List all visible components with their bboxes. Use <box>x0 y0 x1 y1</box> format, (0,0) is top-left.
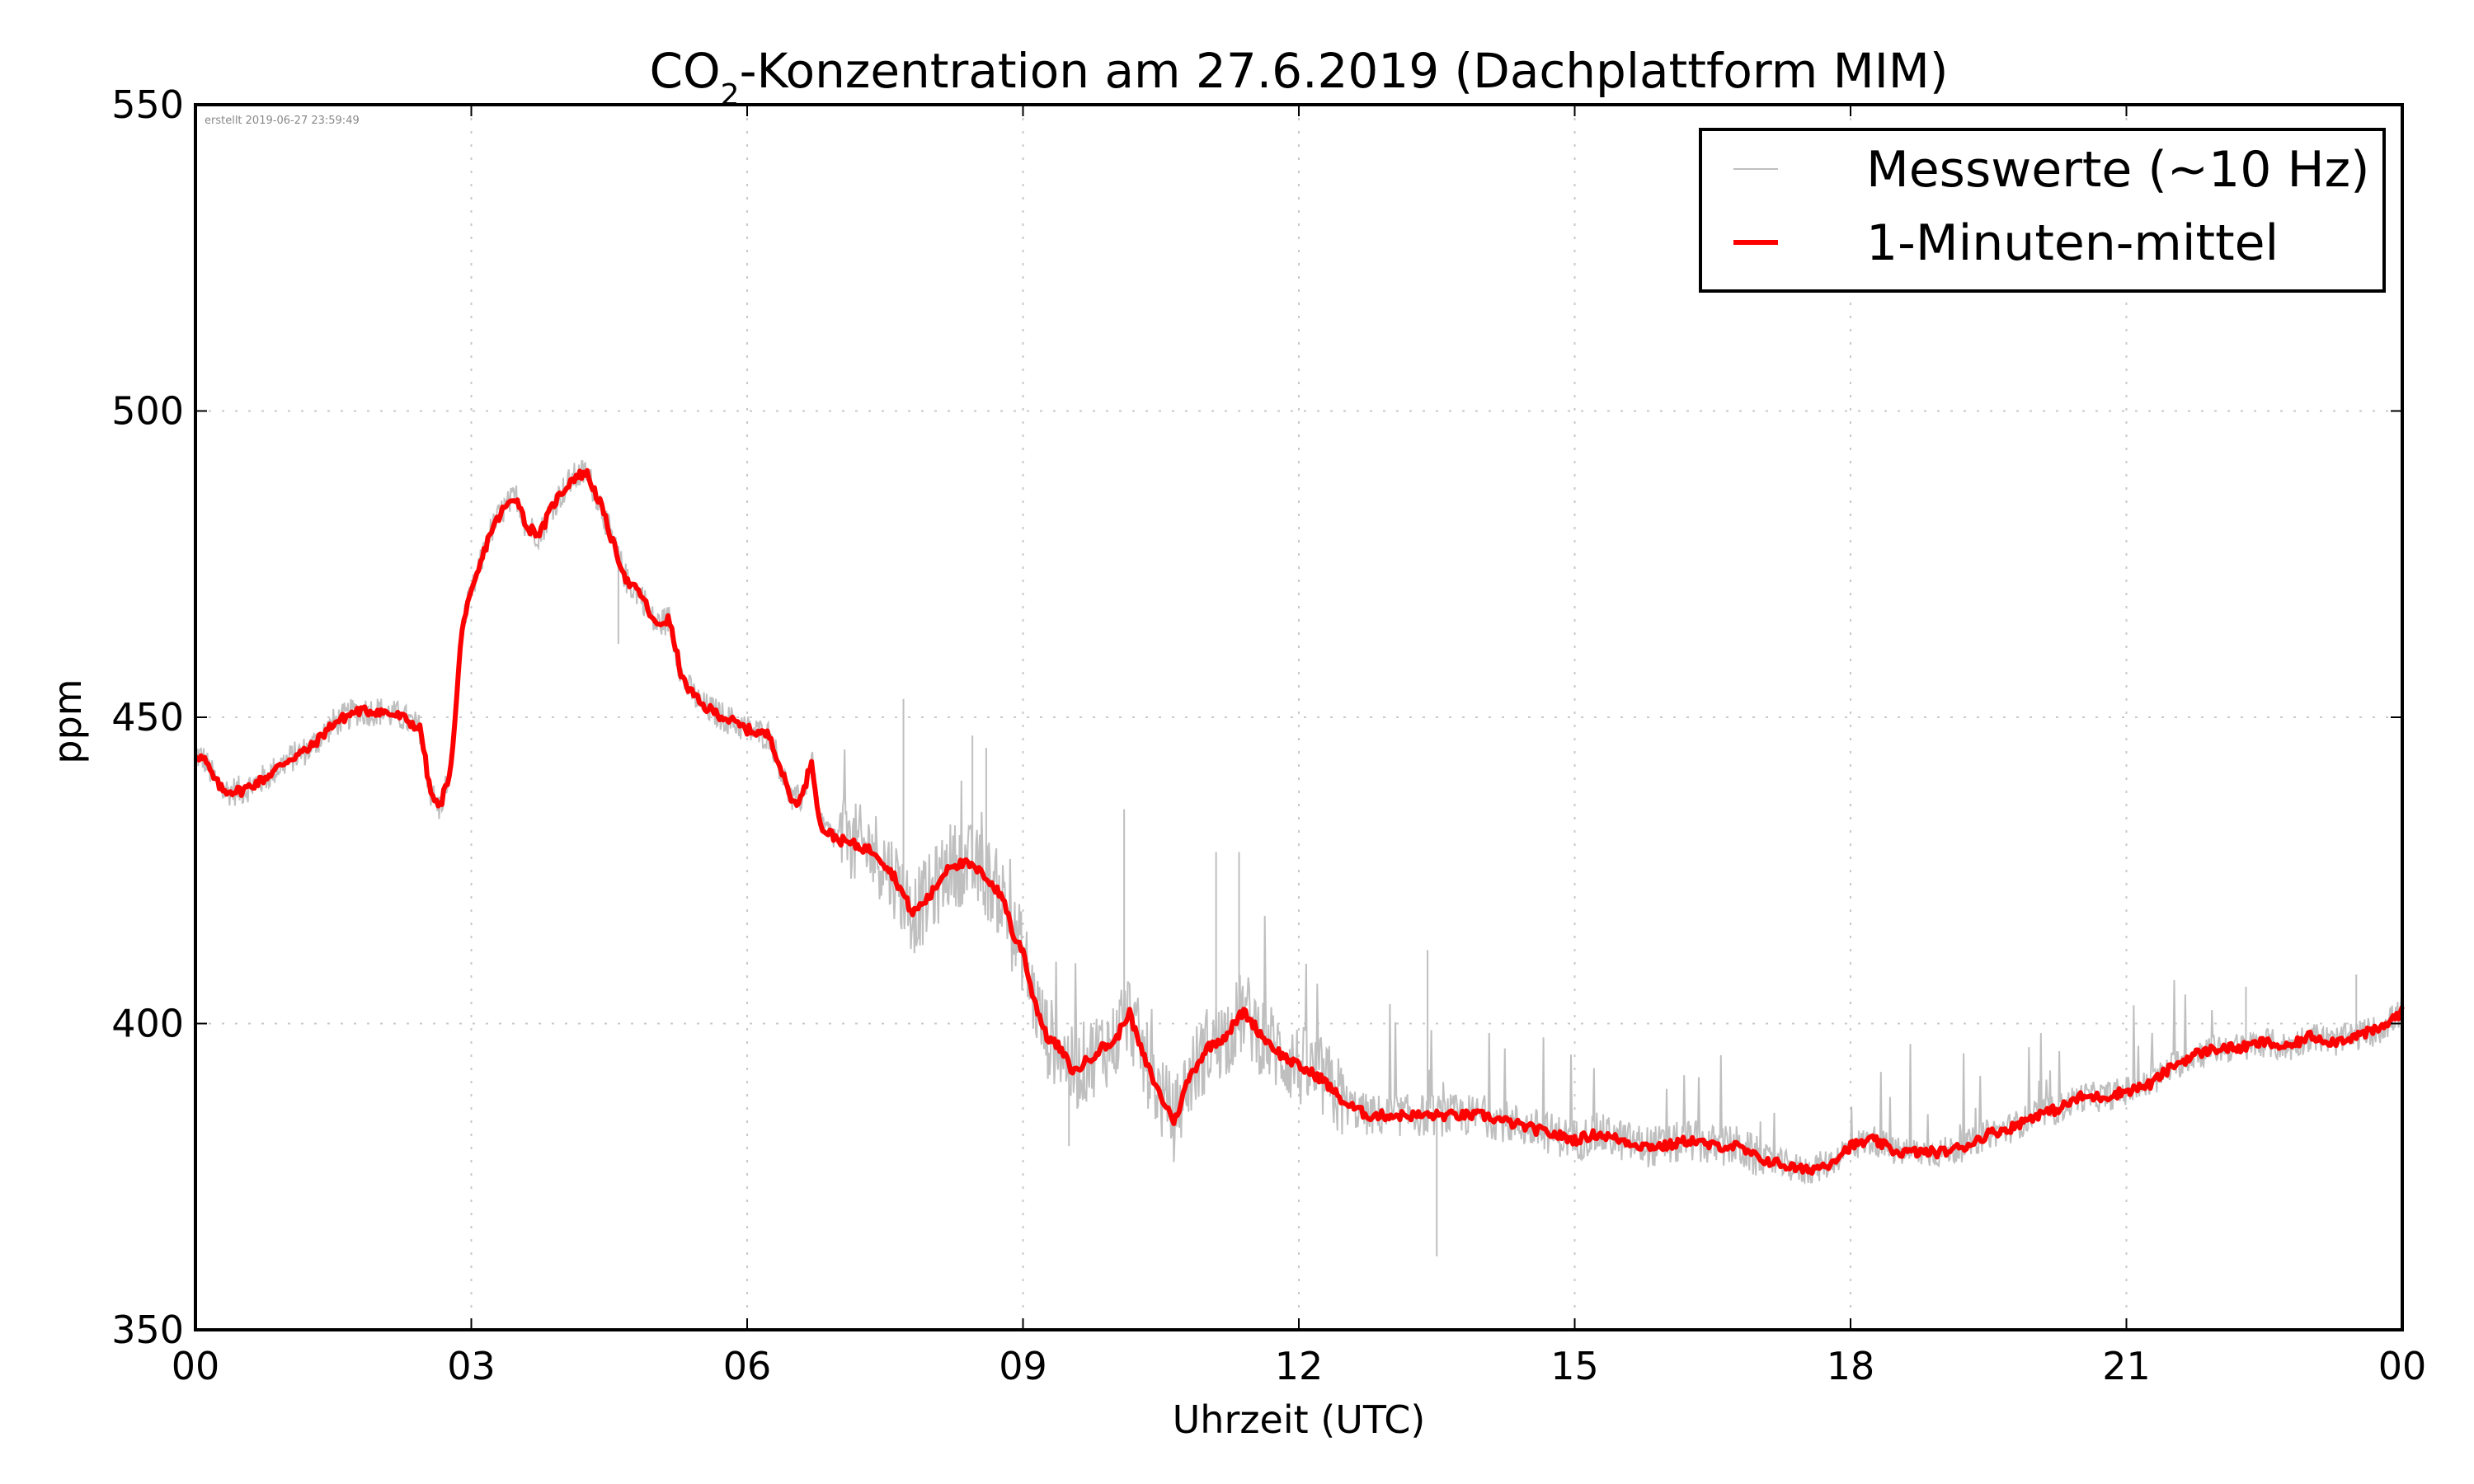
x-tick-label: 03 <box>447 1344 496 1388</box>
x-tick-label: 06 <box>723 1344 772 1388</box>
x-tick-label: 00 <box>2378 1344 2427 1388</box>
x-tick-label: 00 <box>172 1344 220 1388</box>
creation-timestamp: erstellt 2019-06-27 23:59:49 <box>205 115 360 127</box>
y-axis-label: ppm <box>45 679 90 763</box>
x-tick-label: 09 <box>999 1344 1047 1388</box>
y-tick-labels: 350 400 450 500 550 <box>111 82 184 1352</box>
legend-label-raw: Messwerte (~10 Hz) <box>1866 141 2370 199</box>
y-tick-label: 350 <box>111 1308 184 1352</box>
x-tick-labels: 00 03 06 09 12 15 18 21 00 <box>172 1344 2427 1388</box>
y-tick-label: 500 <box>111 389 184 434</box>
x-tick-label: 18 <box>1827 1344 1875 1388</box>
y-tick-label: 400 <box>111 1002 184 1046</box>
x-tick-label: 12 <box>1275 1344 1324 1388</box>
minute-mean-series <box>193 467 2405 1176</box>
x-tick-label: 15 <box>1550 1344 1599 1388</box>
legend: Messwerte (~10 Hz) 1-Minuten-mittel <box>1699 128 2386 293</box>
x-axis-label: Uhrzeit (UTC) <box>1173 1397 1426 1442</box>
minute-mean-line <box>193 467 2405 1176</box>
x-tick-label: 21 <box>2102 1344 2151 1388</box>
legend-box <box>1699 128 2386 293</box>
y-tick-label: 450 <box>111 695 184 740</box>
legend-label-mean: 1-Minuten-mittel <box>1866 214 2279 272</box>
y-tick-label: 550 <box>111 82 184 127</box>
axis-ticks <box>195 104 2403 1331</box>
plot-area <box>195 105 2402 1330</box>
chart-title: CO2-Konzentration am 27.6.2019 (Dachplat… <box>650 43 1949 112</box>
